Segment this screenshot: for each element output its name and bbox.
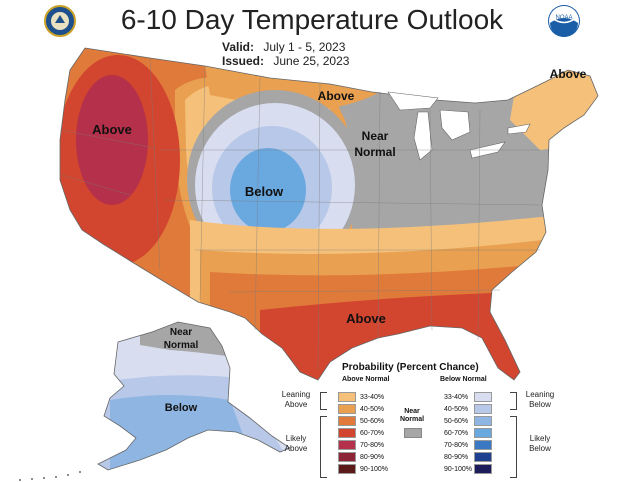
- legend-below-value: 50-60%: [444, 417, 469, 425]
- legend-above-value: 60-70%: [360, 429, 385, 437]
- likely-above-label: Likely Above: [274, 434, 318, 454]
- legend-near-normal-label: Near Normal: [398, 408, 426, 424]
- leaning-below-brace: [510, 392, 517, 410]
- likely-below-line1: Likely: [529, 434, 551, 443]
- label-below: Below: [245, 184, 284, 199]
- leaning-above-line2: Above: [284, 400, 308, 409]
- legend-above-value: 33-40%: [360, 393, 385, 401]
- legend-below-swatch: [474, 392, 492, 402]
- legend-above-row: 70-80%: [338, 440, 390, 450]
- legend-below-swatch: [474, 464, 492, 474]
- noaa-logo-text: NOAA: [555, 15, 572, 21]
- map-title: 6-10 Day Temperature Outlook: [120, 4, 504, 35]
- label-above-northeast: Above: [550, 67, 587, 81]
- legend-below-value: 80-90%: [444, 453, 469, 461]
- legend-near-normal-swatch: [404, 428, 422, 438]
- label-above-west: Above: [92, 122, 132, 137]
- likely-below-label: Likely Below: [518, 434, 562, 454]
- legend-below-value: 33-40%: [444, 393, 469, 401]
- near-normal-line2: Normal: [399, 416, 425, 423]
- legend-below-value: 60-70%: [444, 429, 469, 437]
- legend-above-value: 50-60%: [360, 417, 385, 425]
- state-lines: [59, 57, 541, 371]
- leaning-below-line1: Leaning: [525, 390, 555, 399]
- leaning-above-brace: [320, 392, 327, 410]
- label-above-north: Above: [318, 89, 355, 103]
- label-near-normal-2: Normal: [354, 145, 395, 159]
- leaning-above-label: Leaning Above: [274, 390, 318, 410]
- conus-outline: [59, 47, 599, 381]
- likely-above-line1: Likely: [285, 434, 307, 443]
- legend-above-swatch: [338, 464, 356, 474]
- legend-above-swatch: [338, 416, 356, 426]
- legend-below-value: 90-100%: [444, 465, 473, 473]
- likely-above-line2: Above: [284, 444, 308, 453]
- likely-below-line2: Below: [529, 444, 551, 453]
- legend-below-row: 33-40%: [444, 392, 492, 402]
- legend-below-swatch: [474, 440, 492, 450]
- likely-below-brace: [510, 416, 517, 478]
- valid-line: Valid: July 1 - 5, 2023: [222, 40, 345, 54]
- legend-above-swatch: [338, 452, 356, 462]
- legend-below-row: 40-50%: [444, 404, 492, 414]
- commerce-seal-icon: [44, 5, 76, 37]
- legend-above-value: 70-80%: [360, 441, 385, 449]
- leaning-below-line2: Below: [529, 400, 551, 409]
- likely-above-brace: [320, 416, 327, 478]
- valid-value: July 1 - 5, 2023: [263, 40, 346, 54]
- legend-above-swatch: [338, 440, 356, 450]
- legend-above-value: 40-50%: [360, 405, 385, 413]
- legend-below-swatch: [474, 452, 492, 462]
- below-60-70: [230, 148, 306, 232]
- legend-above-value: 80-90%: [360, 453, 385, 461]
- legend-above-row: 80-90%: [338, 452, 390, 462]
- legend-below-row: 50-60%: [444, 416, 492, 426]
- issued-value: June 25, 2023: [273, 54, 350, 68]
- label-alaska-near-2: Normal: [164, 340, 199, 351]
- near-normal-line1: Near: [404, 408, 420, 415]
- legend-above-row: 60-70%: [338, 428, 390, 438]
- label-alaska-near-1: Near: [170, 327, 192, 338]
- label-alaska-below: Below: [165, 402, 198, 414]
- legend-below-row: 60-70%: [444, 428, 492, 438]
- legend-below-row: 90-100%: [444, 464, 492, 474]
- label-above-south: Above: [346, 311, 386, 326]
- noaa-logo-icon: NOAA: [548, 5, 580, 37]
- valid-label: Valid:: [222, 40, 255, 54]
- legend-below-row: 70-80%: [444, 440, 492, 450]
- legend-above-value: 90-100%: [360, 465, 389, 473]
- legend-below-swatch: [474, 404, 492, 414]
- legend-above-row: 33-40%: [338, 392, 390, 402]
- legend-above-row: 40-50%: [338, 404, 390, 414]
- legend-title: Probability (Percent Chance): [342, 362, 479, 373]
- legend-below-swatch: [474, 416, 492, 426]
- legend-above-swatch: [338, 404, 356, 414]
- aleutian-islands: [19, 471, 81, 481]
- legend-above-row: 50-60%: [338, 416, 390, 426]
- issued-line: Issued: June 25, 2023: [222, 54, 349, 68]
- legend-below-header: Below Normal: [440, 376, 487, 383]
- legend-below-value: 40-50%: [444, 405, 469, 413]
- alaska-outline: [97, 321, 291, 471]
- legend-above-row: 90-100%: [338, 464, 390, 474]
- legend-above-swatch: [338, 392, 356, 402]
- issued-label: Issued:: [222, 54, 265, 68]
- leaning-above-line1: Leaning: [281, 390, 311, 399]
- probability-legend: Probability (Percent Chance) Above Norma…: [282, 356, 582, 482]
- leaning-below-label: Leaning Below: [518, 390, 562, 410]
- legend-below-swatch: [474, 428, 492, 438]
- legend-below-row: 80-90%: [444, 452, 492, 462]
- legend-above-header: Above Normal: [342, 376, 390, 383]
- legend-above-swatch: [338, 428, 356, 438]
- label-near-normal-1: Near: [362, 129, 389, 143]
- legend-below-value: 70-80%: [444, 441, 469, 449]
